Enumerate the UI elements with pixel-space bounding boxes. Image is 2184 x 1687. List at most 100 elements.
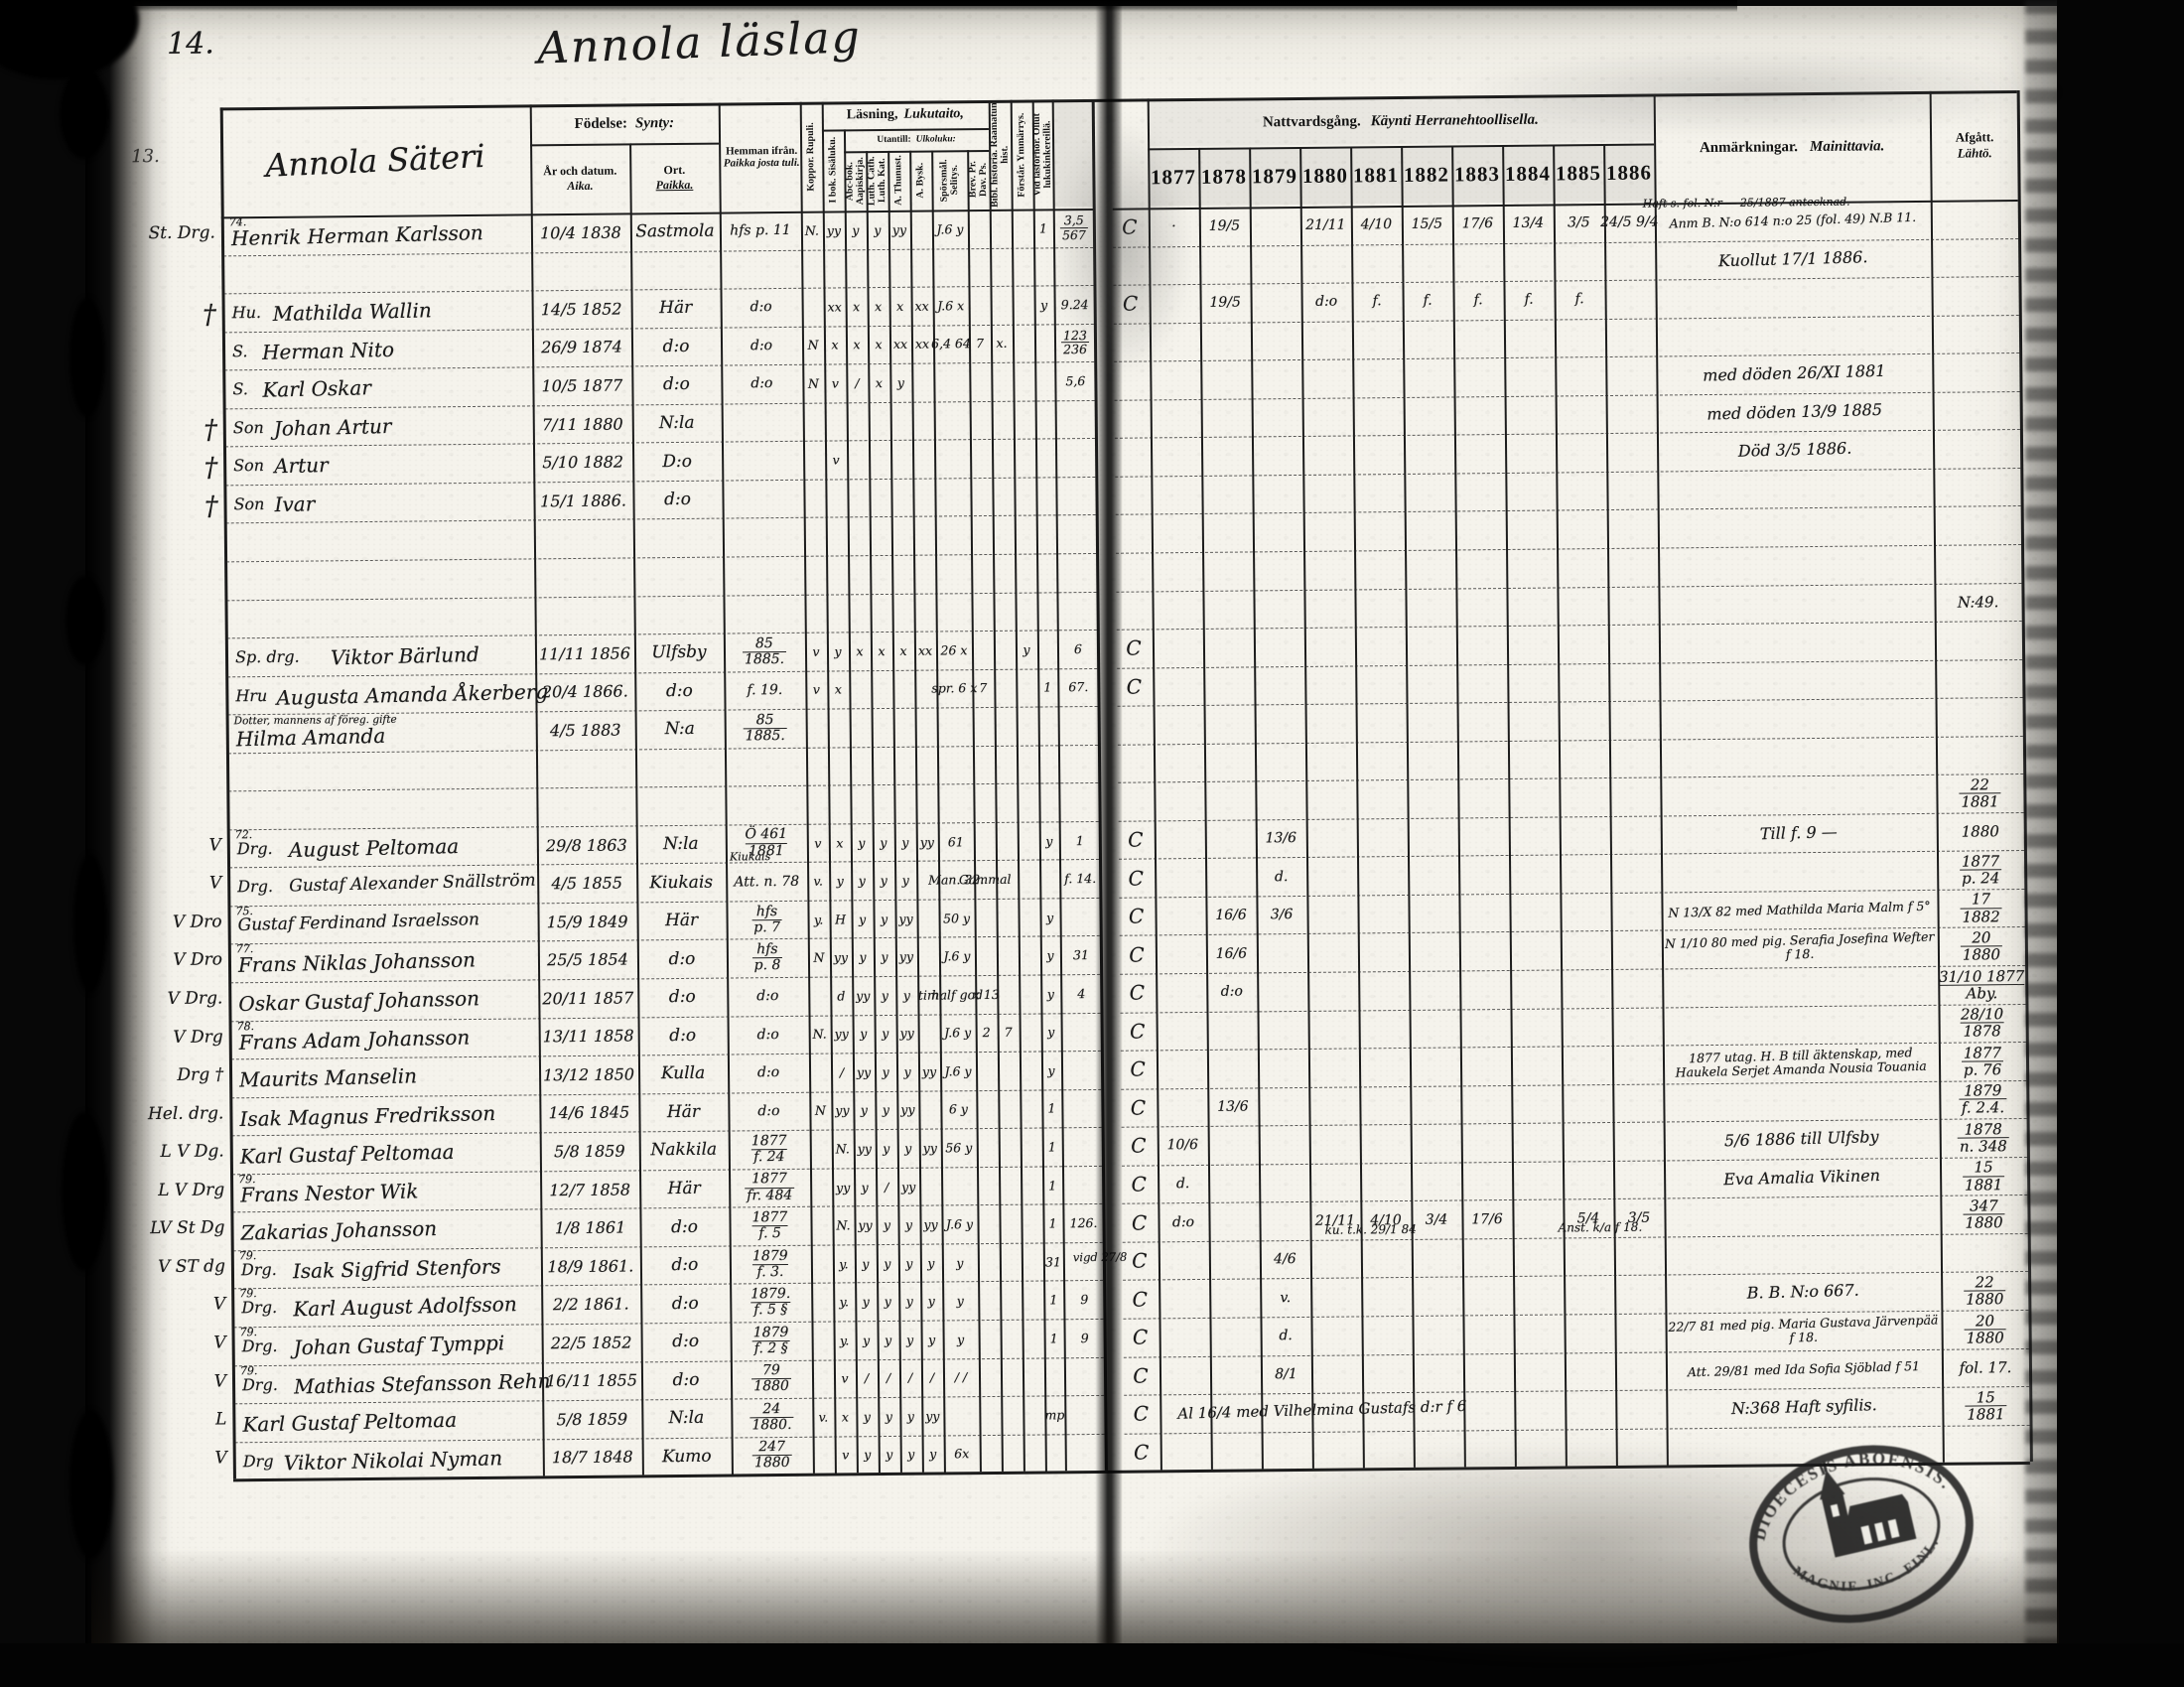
row-mark-kin: 31: [1044, 1253, 1061, 1270]
row-departed: 28/10 1878: [1938, 1004, 2025, 1043]
edge-blot: [62, 1112, 107, 1271]
row-mark-kin: 1: [1038, 220, 1047, 236]
row-birth-date: 20/11 1857: [542, 988, 634, 1009]
row-communion-1882: f.: [1423, 293, 1433, 310]
row-mark-thun: yy: [898, 948, 914, 965]
row-communion-1884: 13/4: [1512, 214, 1545, 232]
row-mark-thun: y: [901, 872, 909, 888]
row-departed: 22 1880: [1941, 1271, 2028, 1310]
row-name: Henrik Herman Karlsson: [230, 220, 484, 251]
row-departed: 17 1882: [1937, 889, 2024, 927]
row-birth-place: Kulla: [660, 1063, 706, 1084]
row-birth-date: 22/5 1852: [550, 1333, 632, 1352]
row-name: Zakarias Johansson: [240, 1216, 438, 1245]
row-mark-thun: y: [906, 1332, 914, 1347]
row-mark-abc: y: [863, 1408, 871, 1425]
row-departed-stacked: 17 1882: [1960, 890, 2002, 926]
row-span-note: Al 16/4 med Vilhelmina Gustafs d:r f 6: [1177, 1396, 1467, 1423]
row-admitted-mark: C: [1132, 1287, 1149, 1312]
row-prefix: Son: [233, 456, 265, 476]
row-communion-1878: 16/6: [1215, 945, 1248, 962]
row-admitted-mark: C: [1128, 904, 1145, 928]
row-mark-kin: 1: [1047, 1139, 1056, 1155]
row-mark-luth: x: [875, 374, 883, 391]
row-mark-kin: y: [1047, 1062, 1055, 1078]
row-rule: [228, 782, 1099, 792]
header-bible-history: Bibl. historia. Raamatun hist.: [988, 102, 1011, 208]
row-communion-1878: 19/5: [1208, 217, 1241, 235]
row-birth-date: 4/5 1855: [551, 873, 623, 894]
row-mark-bysk: xx: [917, 642, 933, 658]
row-mark-ibok: v: [832, 452, 840, 468]
row-name: Artur: [273, 453, 329, 479]
row-mark-bysk: yy: [925, 1408, 940, 1424]
row-mark-thun: y: [904, 1216, 913, 1232]
row-rule: [1118, 773, 2024, 783]
row-mark-abc: /: [855, 375, 860, 391]
row-name: Isak Sigfrid Stenfors: [292, 1254, 501, 1284]
row-mark-ibok: v: [831, 375, 840, 391]
row-mark-luth: y: [885, 1408, 892, 1424]
row-remark: Död 3/5 1886.: [1737, 439, 1852, 462]
row-home-from: d:o: [757, 1102, 780, 1120]
row-rule: [1117, 697, 2023, 707]
row-mark-sel: / /: [954, 1369, 968, 1385]
row-mark-kop: N.: [804, 222, 820, 238]
row-mark-thun: x: [899, 642, 907, 658]
row-rule: [1115, 467, 2021, 478]
row-home-from: 1879. f. 5 §: [730, 1283, 811, 1322]
row-mark-abc: y: [863, 1332, 871, 1347]
row-birth-date: 2/2 1861.: [552, 1294, 629, 1315]
row-mark-kin: 1: [1043, 679, 1052, 695]
row-mark-ref: 6: [1073, 640, 1083, 656]
row-mark-thun: /: [907, 1370, 913, 1386]
row-mark-kin: 1: [1047, 1100, 1056, 1116]
row-mark-luth: y: [881, 949, 888, 965]
row-mark-kop: N: [807, 338, 819, 353]
row-mark-sel: half god: [931, 986, 984, 1003]
row-birth-place: Ulfsby: [651, 642, 707, 663]
row-mark-sel: J.6 x: [937, 298, 965, 314]
row-mark-luth: /: [886, 1370, 891, 1386]
row-mark-bysk: y: [929, 1446, 937, 1462]
row-mark-thun: y: [905, 1293, 913, 1309]
row-communion-1884: f.: [1524, 292, 1534, 309]
row-birth-date: 25/5 1854: [546, 949, 628, 970]
row-mark-abc: y: [858, 911, 867, 926]
row-mark-luth: x: [878, 642, 886, 658]
row-admitted-mark: C: [1130, 1095, 1147, 1120]
row-mark-for: y: [1023, 641, 1030, 657]
header-by-heart: Utantill: Ulkoluku:: [877, 134, 956, 146]
row-mark-abc: y: [852, 221, 860, 238]
row-mark-kop: v: [814, 835, 822, 851]
row-home-from: 1877 f. 24: [729, 1130, 810, 1169]
row-birth-date: 20/4 1866.: [541, 681, 628, 702]
row-admitted-mark: C: [1131, 1172, 1147, 1196]
row-birth-place: d:o: [672, 1332, 700, 1352]
header-bysk: A. Bysk.: [914, 162, 926, 199]
row-communion-1877: 10/6: [1166, 1137, 1199, 1154]
church-icon: [1820, 1460, 1917, 1558]
row-mark-thun: yy: [899, 1026, 914, 1042]
row-mark-abc: yy: [857, 1141, 872, 1157]
row-prefix: Hru: [235, 685, 268, 705]
row-mark-dav: 2: [982, 1025, 991, 1041]
row-mark-sel: J.6 y: [943, 948, 971, 964]
row-name: Karl Oskar: [262, 375, 372, 402]
grid-vline: [1010, 99, 1025, 1472]
row-birth-place: d:o: [668, 987, 696, 1008]
grid-vline: [1451, 145, 1466, 1468]
row-mark-luth: /: [884, 1179, 889, 1195]
row-birth-place: d:o: [671, 1293, 699, 1314]
row-birth-place: N:a: [664, 719, 695, 740]
row-mark-bib: x.: [996, 336, 1008, 351]
row-home-from: hfs p. 8: [727, 938, 808, 977]
row-departed-stacked: 15 1881: [1965, 1387, 2007, 1424]
row-prefix: Son: [232, 417, 264, 438]
row-mark-ref: 67.: [1068, 679, 1089, 695]
row-departed-stacked: 1878 n. 348: [1957, 1119, 2009, 1156]
row-mark-ibok: yy: [833, 949, 849, 965]
row-home-from-stacked: 1877 f. 5: [751, 1208, 788, 1242]
row-birth-place: Här: [666, 1101, 701, 1123]
row-mark-luth: y: [884, 1255, 891, 1271]
